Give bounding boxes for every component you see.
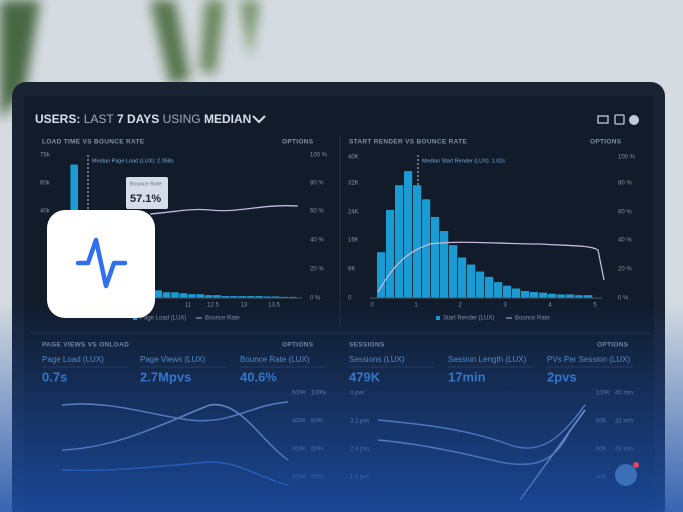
y2-tick-label: 20 %: [618, 267, 632, 273]
plant: [0, 0, 260, 120]
header-part: USING: [163, 112, 201, 126]
blue-overlay: [0, 300, 683, 512]
bar: [521, 290, 530, 298]
bar: [246, 296, 255, 298]
y-tick-label: 16K: [348, 238, 359, 244]
bar: [449, 245, 458, 298]
image-icon[interactable]: [614, 114, 625, 125]
bar: [584, 295, 593, 298]
bar: [422, 199, 431, 298]
y2-tick-label: 60 %: [310, 209, 324, 215]
bar: [255, 296, 263, 298]
y-tick-label: 75k: [40, 153, 51, 159]
bar: [162, 292, 171, 298]
y2-tick-label: 40 %: [310, 238, 324, 244]
bar: [221, 296, 230, 298]
bar: [188, 294, 196, 298]
y2-tick-label: 80 %: [618, 181, 632, 187]
header-part: LAST: [84, 112, 115, 126]
help-icon[interactable]: [629, 115, 639, 125]
bar: [539, 292, 548, 298]
y2-tick-label: 100 %: [310, 153, 328, 159]
options-button: OPTIONS: [282, 139, 314, 146]
header-part: USERS:: [35, 112, 80, 126]
options-button: OPTIONS: [590, 139, 622, 146]
bar: [458, 257, 467, 298]
bar: [171, 292, 179, 298]
tooltip: [126, 177, 168, 209]
y-tick-label: 32K: [348, 181, 359, 187]
bar: [230, 296, 238, 298]
bar: [503, 285, 512, 298]
panel-title: START RENDER VS BOUNCE RATE: [349, 139, 467, 146]
bar: [179, 293, 188, 298]
y2-tick-label: 0 %: [618, 296, 629, 302]
header-title: USERS: LAST 7 DAYS USING MEDIAN: [35, 112, 251, 126]
bar: [238, 296, 246, 298]
bar: [154, 290, 162, 298]
y2-tick-label: 60 %: [618, 210, 632, 216]
bounce-rate-line: [149, 205, 299, 215]
y2-tick-label: 100 %: [618, 155, 636, 161]
bar: [440, 231, 449, 298]
y-tick-label: 0: [348, 296, 352, 302]
annotation: Median Page Load (LUX): 2.058s: [92, 158, 174, 164]
bar: [557, 294, 566, 298]
y-tick-label: 24K: [348, 210, 359, 216]
bar: [386, 209, 395, 298]
bar: [288, 296, 297, 298]
chat-badge: [633, 462, 639, 468]
bar: [575, 295, 584, 298]
monitor-icon[interactable]: [597, 115, 609, 124]
bar: [431, 216, 440, 298]
annotation: Median Start Render (LUX): 1.02s: [422, 158, 505, 164]
bar: [204, 295, 213, 298]
bar: [530, 292, 539, 298]
bar: [272, 296, 280, 298]
pulse-glyph: [75, 237, 128, 289]
y-tick-label: 40K: [348, 155, 359, 161]
bar: [213, 295, 221, 298]
bar: [263, 296, 272, 298]
y-tick-label: 40k: [40, 209, 51, 215]
tooltip-label: Bounce Rate: [130, 181, 162, 187]
y2-tick-label: 20 %: [310, 267, 324, 273]
panel-title: LOAD TIME VS BOUNCE RATE: [42, 139, 145, 146]
bar: [395, 185, 404, 298]
bar: [494, 282, 503, 298]
y2-tick-label: 40 %: [618, 238, 632, 244]
y2-tick-label: 80 %: [310, 181, 324, 187]
bar: [566, 294, 575, 298]
bar: [485, 276, 494, 298]
dropdown-caret[interactable]: [252, 115, 266, 124]
bar: [377, 252, 386, 298]
header-part: 7 DAYS: [117, 112, 159, 126]
bar: [280, 296, 288, 298]
bar: [404, 171, 413, 298]
y-tick-label: 8K: [348, 267, 355, 273]
bar: [476, 271, 485, 298]
bar: [413, 185, 422, 298]
bar: [512, 288, 521, 298]
bar: [467, 264, 476, 298]
bar: [548, 293, 557, 298]
tooltip-value: 57.1%: [130, 193, 161, 205]
y2-tick-label: 0 %: [310, 296, 321, 302]
bounce-rate-line: [377, 241, 605, 293]
header-part[interactable]: MEDIAN: [204, 112, 251, 126]
y-tick-label: 60k: [40, 181, 51, 187]
bar: [196, 294, 204, 298]
chat-button[interactable]: [615, 464, 637, 486]
